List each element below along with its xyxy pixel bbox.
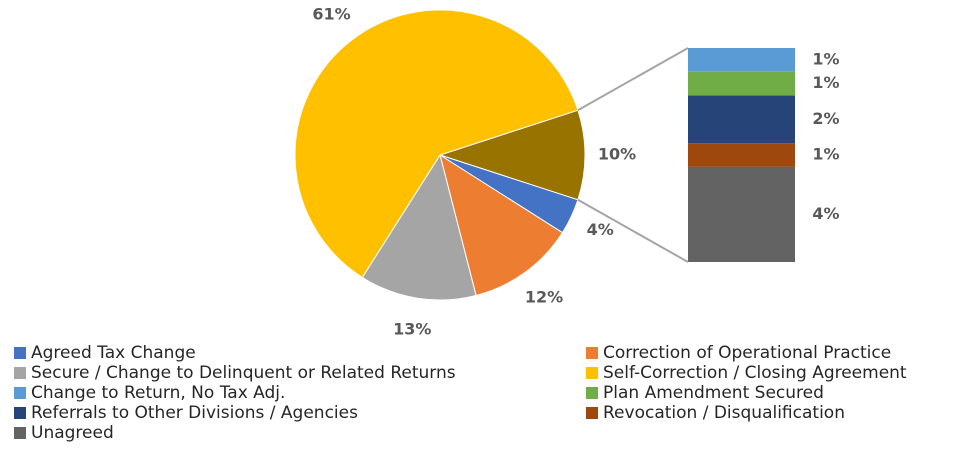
legend-swatch [586, 387, 598, 399]
legend-label: Unagreed [31, 423, 114, 443]
legend-label: Revocation / Disqualification [603, 403, 845, 423]
legend-swatch [14, 407, 26, 419]
connector [577, 47, 689, 112]
pie-slice [294, 9, 579, 279]
value-label: 12% [525, 288, 563, 307]
pie-slice [439, 153, 564, 297]
legend-label: Change to Return, No Tax Adj. [31, 383, 285, 403]
bar-segment [688, 48, 795, 72]
legend-label: Self-Correction / Closing Agreement [603, 363, 907, 383]
value-label: 1% [812, 49, 839, 68]
value-label: 4% [812, 204, 839, 223]
value-label: 61% [312, 5, 350, 24]
legend-swatch [586, 347, 598, 359]
bar-segment [688, 143, 795, 167]
value-label: 1% [812, 145, 839, 164]
legend-label: Referrals to Other Divisions / Agencies [31, 403, 358, 423]
bar-segment [688, 166, 795, 262]
value-label: 1% [812, 73, 839, 92]
legend-label: Plan Amendment Secured [603, 383, 824, 403]
legend-swatch [14, 427, 26, 439]
legend-swatch [586, 367, 598, 379]
pie-slice [361, 153, 477, 301]
value-label: 2% [812, 109, 839, 128]
legend-swatch [14, 387, 26, 399]
legend-label: Agreed Tax Change [31, 343, 196, 363]
legend-swatch [14, 367, 26, 379]
bar-segment [688, 95, 795, 144]
legend-swatch [14, 347, 26, 359]
pie-slice [438, 109, 586, 201]
bar-segment [688, 71, 795, 96]
legend-label: Correction of Operational Practice [603, 343, 891, 363]
legend-label: Secure / Change to Delinquent or Related… [31, 363, 456, 383]
value-label: 4% [587, 220, 614, 239]
value-label: 10% [598, 145, 636, 164]
connector [577, 198, 689, 263]
legend-swatch [586, 407, 598, 419]
value-label: 13% [393, 319, 431, 338]
